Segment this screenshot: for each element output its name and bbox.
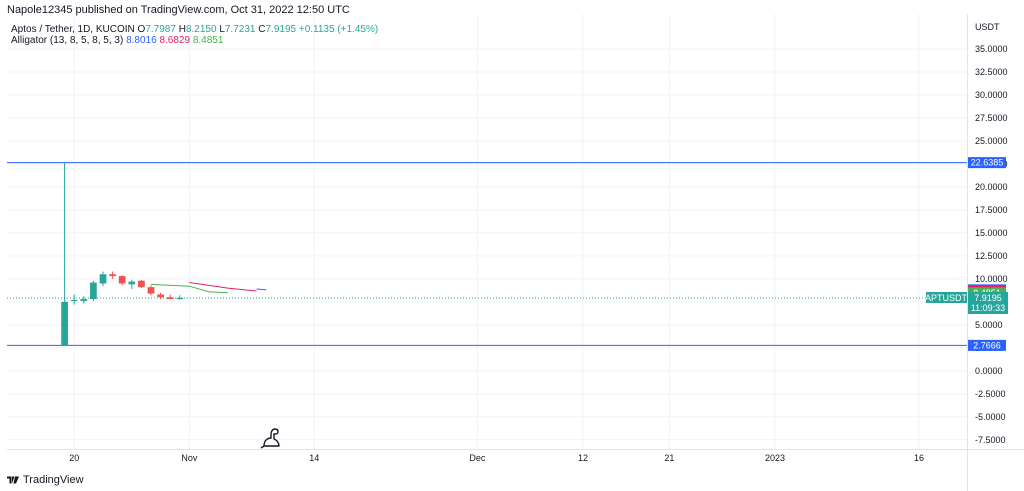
candle-body [90, 282, 97, 300]
alligator-indicator [150, 282, 267, 294]
candles [61, 162, 184, 346]
alligator-jaw-value: 8.8016 [126, 35, 157, 46]
alligator-teeth-line [189, 282, 257, 292]
y-tick-label: 20.0000 [975, 182, 1008, 192]
x-tick-label: 2023 [765, 453, 785, 463]
last-price-bg [968, 291, 1008, 314]
candle-body [118, 276, 126, 284]
alligator-jaw-line [256, 288, 267, 291]
ohlc-high: H8.2150 [178, 24, 217, 35]
x-tick-label: 20 [69, 453, 79, 463]
last-price-label: 7.9195 [974, 293, 1002, 303]
y-tick-label: 0.0000 [975, 366, 1003, 376]
x-tick-label: Nov [181, 453, 198, 463]
hline-price-label-bg [968, 339, 1006, 351]
published-header: Napole12345 published on TradingView.com… [7, 4, 350, 16]
ohlc-close: C7.9195 [258, 24, 297, 35]
y-tick-label: 35.0000 [975, 44, 1008, 54]
symbol-tag-label: APTUSDT [925, 293, 968, 303]
hline-price-label: 22.6385 [971, 158, 1004, 168]
candle-body [147, 287, 155, 294]
x-tick-label: Dec [469, 453, 486, 463]
y-tick-label: 32.5000 [975, 67, 1008, 77]
y-tick-label: 30.0000 [975, 90, 1008, 100]
x-tick-label: 14 [309, 453, 319, 463]
y-tick-label: -2.5000 [975, 389, 1006, 399]
y-tick-label: 15.0000 [975, 228, 1008, 238]
alligator-lips-value: 8.4851 [192, 35, 224, 46]
x-tick-label: 16 [914, 453, 924, 463]
alligator-teeth-value: 8.6829 [159, 35, 191, 46]
tradingview-brand: TradingView [23, 474, 84, 486]
y-tick-label: 25.0000 [975, 136, 1008, 146]
x-tick-label: 21 [664, 453, 674, 463]
candle-body [70, 300, 78, 302]
candle-body [80, 299, 88, 301]
time-axis[interactable]: 20 Nov 14 Dec 12 21 2023 16 [69, 453, 924, 463]
price-labels: 22.63852.76668.80168.68298.48517.919511:… [925, 157, 1008, 351]
y-tick-label: 17.5000 [975, 205, 1008, 215]
candle-body [128, 281, 136, 285]
hline-price-label-bg [968, 157, 1006, 169]
countdown-label: 11:09:33 [971, 303, 1005, 313]
tradingview-footer[interactable]: TradingView [7, 474, 84, 486]
x-tick-label: 12 [578, 453, 588, 463]
y-tick-label: -7.5000 [975, 435, 1006, 445]
alligator-legend[interactable]: Alligator (13, 8, 5, 8, 5, 3) 8.8016 8.6… [11, 35, 223, 46]
hline-price-label: 2.7666 [973, 340, 1001, 350]
y-tick-label: 12.5000 [975, 251, 1008, 261]
currency-label: USDT [975, 22, 1000, 32]
price-change: +0.1135 (+1.45%) [298, 24, 379, 35]
ohlc-open: O7.7987 [137, 24, 176, 35]
y-tick-label: -5.0000 [975, 412, 1006, 422]
chart-grid [7, 14, 967, 449]
candle-body [157, 294, 164, 298]
candle-body [99, 274, 107, 284]
candle-body [166, 297, 174, 300]
tradingview-logo-icon [7, 476, 19, 484]
ohlc-low: L7.7231 [219, 24, 256, 35]
symbol-name[interactable]: Aptos / Tether, 1D, KUCOIN [11, 24, 135, 35]
horizontal-lines [7, 162, 967, 346]
dinosaur-icon [260, 428, 280, 449]
symbol-legend[interactable]: Aptos / Tether, 1D, KUCOIN O7.7987 H8.21… [11, 24, 378, 35]
y-tick-label: 10.0000 [975, 274, 1008, 284]
candle-body [109, 274, 116, 277]
candle-body [138, 280, 145, 288]
candle-body [61, 301, 68, 346]
candle-body [176, 297, 184, 300]
y-tick-label: 27.5000 [975, 113, 1008, 123]
alligator-lips-line [150, 283, 228, 294]
alligator-title[interactable]: Alligator (13, 8, 5, 8, 5, 3) [11, 35, 124, 46]
price-axis[interactable]: 35.000032.500030.000027.500025.000022.50… [975, 44, 1008, 445]
y-tick-label: 5.0000 [975, 320, 1003, 330]
symbol-tag-bg [926, 291, 967, 303]
